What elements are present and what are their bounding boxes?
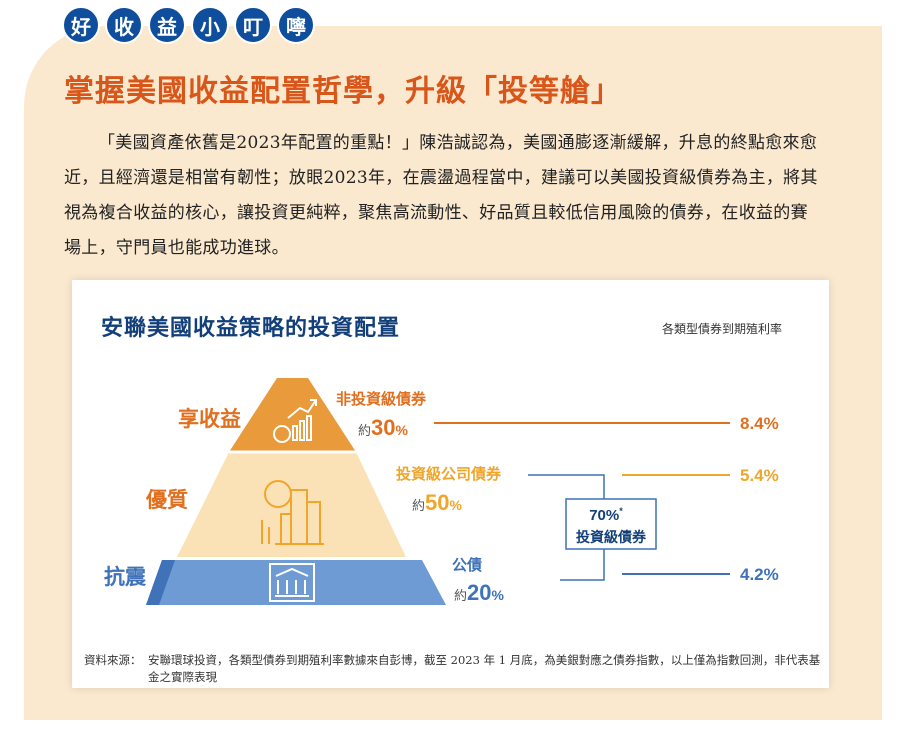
- tag-char: 叮: [234, 6, 272, 44]
- yield-ig-corp: 5.4%: [740, 466, 779, 485]
- section-tag: 好 收 益 小 叮 嚀: [62, 6, 315, 44]
- tag-char: 收: [105, 6, 143, 44]
- asset-name-high-yield: 非投資級債券: [336, 390, 427, 408]
- share-unit: %: [396, 422, 409, 438]
- ig-bond-pct: 70%: [589, 507, 619, 524]
- article-paragraph: 「美國資產依舊是2023年配置的重點！」陳浩誠認為，美國通膨逐漸緩解，升息的終點…: [64, 133, 818, 258]
- card-title: 安聯美國收益策略的投資配置: [101, 315, 401, 341]
- share-value-ig-corp: 50: [425, 490, 449, 515]
- tag-char: 嚀: [277, 6, 315, 44]
- svg-text:約20%: 約20%: [454, 580, 505, 605]
- allocation-card: 安聯美國收益策略的投資配置 各類型債券到期殖利率: [72, 280, 829, 688]
- government-building-icon: [269, 563, 315, 602]
- asset-name-treasury: 公債: [452, 556, 482, 574]
- svg-text:70%*: 70%*: [589, 506, 623, 524]
- share-prefix: 約: [454, 588, 467, 603]
- share-unit: %: [492, 587, 505, 603]
- svg-text:約50%: 約50%: [412, 490, 463, 515]
- tag-char: 小: [191, 6, 229, 44]
- money-bag-chart-icon: [273, 399, 317, 443]
- tier-label-top: 享收益: [178, 406, 241, 431]
- asset-name-ig-corp: 投資級公司債券: [396, 465, 502, 483]
- bracket-line: [560, 548, 605, 581]
- ig-bond-label: 投資級債券: [576, 529, 647, 546]
- pyramid-shade: [146, 560, 175, 605]
- bracket-line: [528, 474, 605, 499]
- tier-label-mid: 優質: [145, 487, 188, 512]
- yield-treasury: 4.2%: [740, 565, 779, 584]
- share-value-high-yield: 30: [371, 415, 395, 440]
- coin-buildings-icon: [261, 480, 324, 545]
- share-prefix: 約: [412, 498, 425, 513]
- yield-note: 各類型債券到期殖利率: [662, 322, 783, 336]
- tag-char: 好: [62, 6, 100, 44]
- share-value-treasury: 20: [467, 580, 491, 605]
- svg-text:約30%: 約30%: [358, 415, 409, 440]
- tag-char: 益: [148, 6, 186, 44]
- tier-label-bottom: 抗震: [104, 564, 147, 589]
- allocation-diagram: 享收益 優質 抗震 非投資級債券 投資級公司債券 公債 約30% 約50% 約2…: [104, 378, 779, 605]
- source-text: 安聯環球投資，各類型債券到期殖利率數據來自彭博，截至 2023 年 1 月底，為…: [148, 653, 821, 684]
- headline: 掌握美國收益配置哲學，升級「投等艙」: [64, 74, 622, 109]
- source-label: 資料來源：: [84, 653, 142, 667]
- ig-bond-footnote-mark: *: [619, 506, 623, 516]
- share-prefix: 約: [358, 423, 371, 438]
- yield-high-yield: 8.4%: [740, 414, 779, 433]
- share-unit: %: [450, 497, 463, 513]
- ig-bond-box: [565, 498, 657, 550]
